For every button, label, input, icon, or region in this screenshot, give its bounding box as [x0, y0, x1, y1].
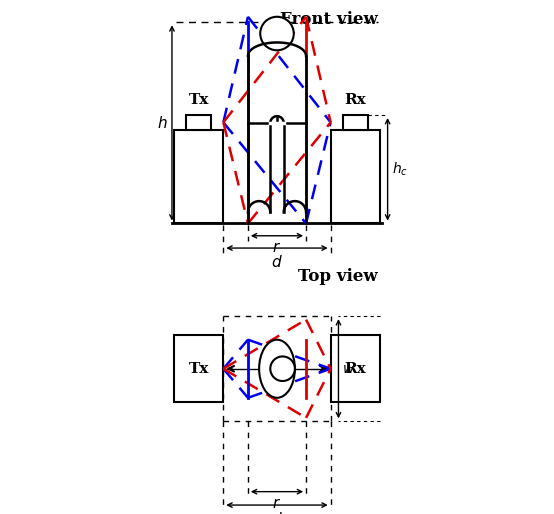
Bar [343, 115, 367, 130]
Text: Front view: Front view [280, 11, 378, 28]
Text: Top view: Top view [298, 268, 378, 285]
Text: Tx: Tx [188, 93, 209, 107]
Text: Rx: Rx [345, 362, 366, 376]
Text: $h$: $h$ [157, 115, 167, 131]
Ellipse shape [259, 340, 295, 398]
Text: $r$: $r$ [273, 497, 281, 511]
Text: $d$: $d$ [271, 510, 283, 514]
Text: Tx: Tx [188, 362, 209, 376]
Circle shape [260, 17, 294, 50]
Text: $h_c$: $h_c$ [392, 160, 408, 178]
Bar [331, 130, 380, 224]
Ellipse shape [270, 356, 295, 381]
Bar [174, 130, 223, 224]
Text: $w$: $w$ [342, 362, 355, 376]
Text: $r$: $r$ [273, 242, 281, 255]
Bar [331, 335, 380, 402]
Text: $d$: $d$ [271, 253, 283, 270]
Text: Rx: Rx [345, 93, 366, 107]
Bar [187, 115, 211, 130]
Bar [174, 335, 223, 402]
